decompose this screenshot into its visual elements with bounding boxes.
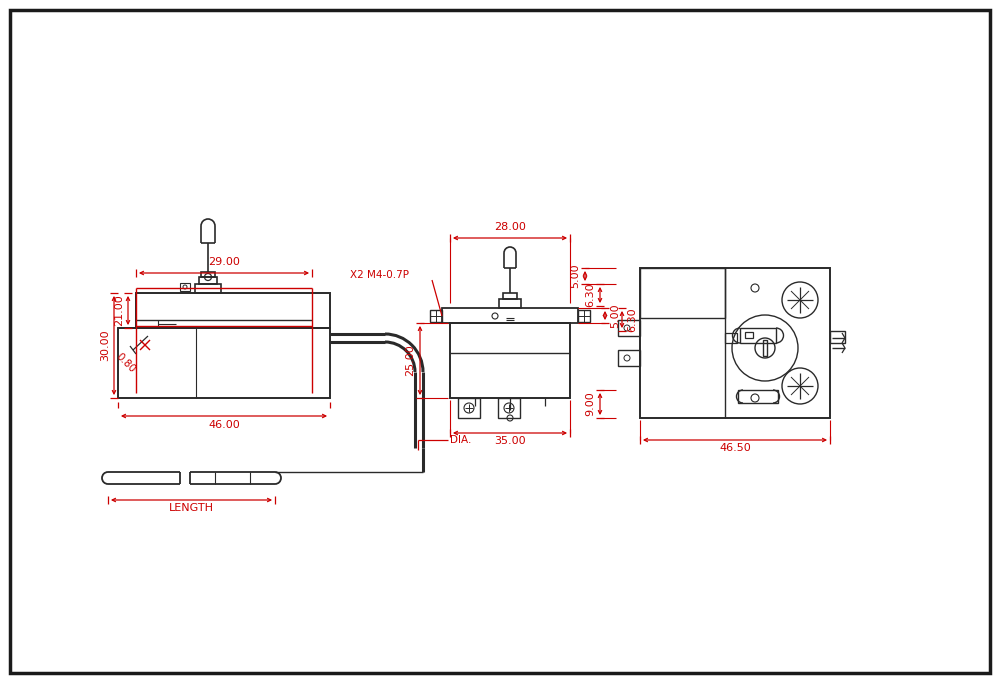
Bar [442,308,578,323]
Bar [195,284,221,293]
Bar [618,350,640,366]
Bar [118,328,330,398]
Bar [450,323,570,398]
Bar [458,398,480,418]
Text: 9.00: 9.00 [585,391,595,417]
Bar [763,340,767,356]
Bar [199,277,217,284]
Bar [136,293,330,328]
Bar [738,390,778,403]
Text: 5.00: 5.00 [610,303,620,328]
Text: 21.00: 21.00 [114,294,124,326]
Text: 28.00: 28.00 [494,222,526,232]
Bar [830,331,845,343]
Text: 0.80: 0.80 [114,351,138,375]
Text: 29.00: 29.00 [208,257,240,267]
Bar [430,310,442,322]
Text: LENGTH: LENGTH [169,503,214,513]
Text: 5.00: 5.00 [570,264,580,288]
Bar [725,333,737,343]
Text: 6.30: 6.30 [585,283,595,307]
Bar [498,398,520,418]
Text: 46.00: 46.00 [208,420,240,430]
Text: 35.00: 35.00 [494,436,526,446]
Bar [640,268,725,318]
Bar [740,328,776,343]
Bar [503,293,517,299]
Text: DIA.: DIA. [450,435,471,445]
Bar [499,299,521,308]
Bar [640,268,830,418]
Text: 25.00: 25.00 [405,345,415,376]
Text: 6.30: 6.30 [627,307,637,332]
Text: 46.50: 46.50 [719,443,751,453]
Bar [578,310,590,322]
Bar [180,283,190,291]
Bar [618,320,640,336]
Bar [201,272,215,277]
Bar [745,332,753,338]
Text: 30.00: 30.00 [100,330,110,361]
Text: X2 M4-0.7P: X2 M4-0.7P [350,270,409,280]
